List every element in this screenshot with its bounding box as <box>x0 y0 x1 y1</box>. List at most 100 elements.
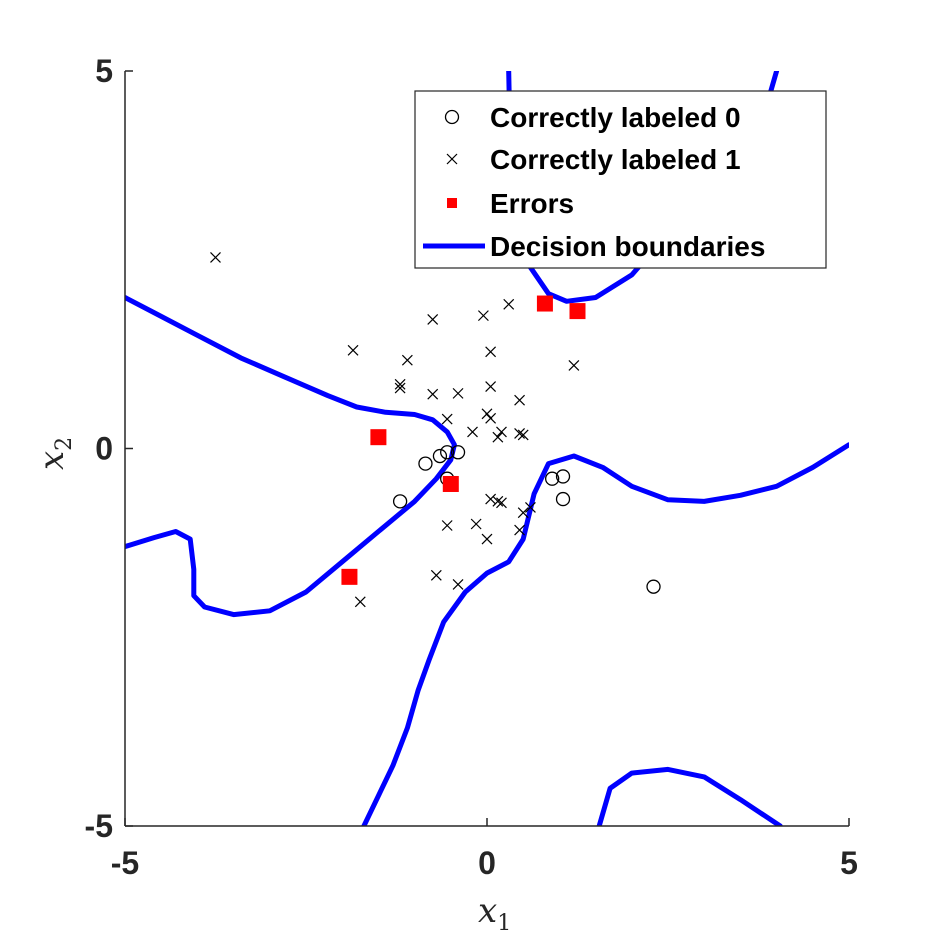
point-class1 <box>485 412 497 424</box>
point-class1-stroke-b <box>514 524 526 536</box>
point-class1 <box>525 501 536 513</box>
point-class1-stroke-b <box>427 388 439 400</box>
point-class1 <box>347 344 359 356</box>
y-tick-label: -5 <box>85 808 113 844</box>
point-class1-stroke-b <box>347 344 359 356</box>
point-class1 <box>394 378 406 390</box>
point-class1-stroke-b <box>401 354 413 366</box>
point-class1-stroke-b <box>514 427 526 439</box>
point-class0 <box>440 445 455 460</box>
x-axis-label-base: x <box>478 891 497 931</box>
point-class1-stroke-b <box>514 394 526 406</box>
point-class0 <box>450 445 466 460</box>
point-class1 <box>470 518 482 530</box>
series-class0 <box>392 445 661 594</box>
point-class1-stroke-b <box>517 507 529 519</box>
point-class0 <box>392 494 408 509</box>
point-class1 <box>485 381 497 393</box>
y-tick-label: 0 <box>95 431 113 467</box>
y-axis-label-group: x2 <box>32 437 77 470</box>
series-errors <box>341 295 586 585</box>
point-class1-stroke-b <box>496 426 507 438</box>
point-class1-stroke-b <box>496 497 507 509</box>
axes <box>124 70 850 827</box>
point-class1 <box>452 578 464 590</box>
decision-boundary-curve-1 <box>125 295 457 618</box>
point-class1 <box>441 520 453 531</box>
point-class1-stroke-b <box>492 431 504 443</box>
point-class1 <box>401 354 413 366</box>
x-axis-label: x1 <box>478 891 511 936</box>
legend-label-class0: Correctly labeled 0 <box>490 102 741 133</box>
legend-box <box>414 90 827 269</box>
legend-swatch-circle <box>444 109 460 125</box>
point-class1-stroke-b <box>485 346 497 358</box>
point-class1-stroke-b <box>517 429 529 441</box>
legend-item-errors: Errors <box>447 188 574 219</box>
point-class0 <box>646 579 661 594</box>
legend-swatch-x <box>446 153 458 165</box>
points-layer <box>210 252 661 608</box>
point-class1-stroke-b <box>568 360 580 371</box>
x-tick-label: 0 <box>478 845 496 881</box>
point-class1 <box>492 431 504 443</box>
point-class1-stroke-b <box>427 313 439 325</box>
point-class1 <box>503 298 515 310</box>
point-errors <box>569 303 586 320</box>
point-class1 <box>441 413 453 425</box>
point-class1 <box>492 495 504 507</box>
point-class1-stroke-b <box>441 520 453 531</box>
point-class1 <box>514 427 526 439</box>
point-class1-stroke-b <box>485 381 497 393</box>
series-class1 <box>210 252 580 608</box>
y-tick-label: 5 <box>95 53 113 89</box>
decision-boundary-curve-3 <box>596 766 783 826</box>
point-class1-stroke-b <box>452 387 464 399</box>
point-class1-stroke-b <box>485 412 497 424</box>
point-class1 <box>514 524 526 536</box>
point-class0 <box>545 471 560 486</box>
point-class0 <box>555 491 571 507</box>
x-tick-label: 5 <box>840 845 858 881</box>
y-axis-label-base: x <box>32 451 72 470</box>
legend-label-boundary: Decision boundaries <box>490 231 765 262</box>
point-errors <box>442 475 459 492</box>
point-class1 <box>394 382 406 394</box>
point-class0 <box>555 469 571 484</box>
legend-label-errors: Errors <box>490 188 574 219</box>
point-class1 <box>467 426 478 438</box>
point-class1-stroke-b <box>467 426 478 438</box>
legend-item-boundary: Decision boundaries <box>423 231 765 262</box>
point-class1-stroke-b <box>354 596 366 608</box>
point-class1 <box>496 497 507 509</box>
point-class1 <box>517 429 529 441</box>
point-class1 <box>496 426 507 438</box>
legend-item-class0: Correctly labeled 0 <box>444 102 741 133</box>
y-axis-label: x2 <box>32 437 77 470</box>
point-class1-stroke-b <box>485 493 497 505</box>
point-class1-stroke-b <box>430 569 442 581</box>
point-class0 <box>432 448 448 464</box>
legend-swatch-square <box>447 198 457 208</box>
legend-item-class1: Correctly labeled 1 <box>446 144 741 175</box>
point-class1 <box>517 507 529 519</box>
decision-boundary-curve-2 <box>361 442 849 826</box>
point-errors <box>341 568 358 585</box>
y-axis-label-sub: 2 <box>52 437 77 451</box>
point-class1 <box>477 310 489 322</box>
point-class1-stroke-b <box>394 382 406 394</box>
point-class1 <box>481 533 493 545</box>
legend: Correctly labeled 0 Correctly labeled 1 Er… <box>414 90 827 269</box>
point-class1 <box>485 493 497 505</box>
point-class1 <box>427 313 439 325</box>
tick-labels: -5 0 5 -5 0 5 <box>85 53 858 881</box>
point-class1-stroke-b <box>470 518 482 530</box>
legend-label-class1: Correctly labeled 1 <box>490 144 741 175</box>
point-errors <box>370 429 387 446</box>
x-tick-label: -5 <box>111 845 139 881</box>
point-class0 <box>418 456 433 471</box>
point-class1 <box>485 346 497 358</box>
point-class1 <box>430 569 442 581</box>
point-class1 <box>568 360 580 371</box>
